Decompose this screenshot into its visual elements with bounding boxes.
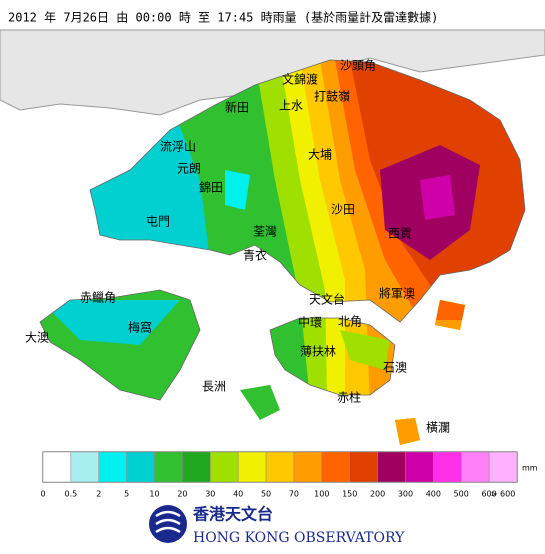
- legend-swatch: [405, 451, 434, 483]
- place-label: 沙田: [331, 203, 355, 217]
- place-label: 青衣: [243, 248, 267, 263]
- place-label: 中環: [298, 315, 322, 330]
- legend-label: 400: [426, 490, 441, 499]
- logo-chinese: 香港天文台: [192, 505, 273, 524]
- legend-label: 10: [149, 490, 159, 499]
- legend-label: 0.5: [65, 490, 78, 499]
- legend-swatch: [265, 451, 295, 483]
- place-label: 沙頭角: [340, 59, 376, 73]
- legend-label: 5: [124, 490, 129, 499]
- place-label: 流浮山: [160, 140, 196, 154]
- legend-label: 150: [342, 490, 357, 499]
- place-label: 上水: [279, 99, 303, 113]
- place-label: 將軍澳: [379, 286, 415, 301]
- legend-swatch: [98, 451, 127, 483]
- place-label: 赤鱲角: [80, 291, 116, 305]
- legend-unit: mm: [522, 464, 538, 473]
- legend-label: 70: [289, 490, 299, 499]
- legend-swatch: [210, 451, 239, 483]
- legend-swatch: [237, 451, 267, 483]
- legend-swatch: [293, 451, 323, 483]
- place-label: 梅窩: [128, 320, 152, 335]
- legend-swatch: [321, 451, 350, 483]
- place-label: 長洲: [202, 380, 226, 394]
- logo-english: HONG KONG OBSERVATORY: [193, 530, 405, 546]
- coastline: [39, 59, 526, 401]
- legend-swatch: [42, 451, 72, 483]
- legend-label: 600: [481, 490, 496, 499]
- legend-swatch: [377, 451, 406, 483]
- place-label: 打鼓嶺: [314, 90, 350, 104]
- map-title: 2012 年 7月26日 由 00:00 時 至 17:45 時雨量 (基於雨量…: [8, 10, 438, 25]
- legend-label: 40: [233, 490, 243, 499]
- legend-label: > 600: [491, 490, 516, 499]
- legend-label: 100: [314, 490, 329, 499]
- legend-label: 300: [398, 490, 413, 499]
- place-label: 天文台: [309, 292, 345, 307]
- legend-label: 20: [177, 490, 187, 499]
- place-label: 大埔: [308, 148, 332, 162]
- legend-label: 2: [96, 490, 101, 499]
- legend-label: 200: [370, 490, 385, 499]
- place-label: 文錦渡: [282, 72, 318, 87]
- place-label: 錦田: [199, 180, 223, 195]
- legend-swatch: [70, 451, 100, 483]
- place-label: 赤柱: [337, 390, 361, 405]
- legend-label: 500: [454, 490, 469, 499]
- legend-swatch: [349, 451, 378, 483]
- place-label: 北角: [338, 315, 362, 329]
- legend-swatch: [182, 451, 211, 483]
- place-label: 元朗: [177, 162, 201, 176]
- legend-label: 30: [205, 490, 215, 499]
- legend-swatch: [433, 451, 462, 483]
- place-label: 橫瀾: [426, 421, 450, 435]
- place-label: 石澳: [383, 361, 407, 375]
- legend-label: 50: [261, 490, 271, 499]
- legend-label: 0: [40, 490, 45, 499]
- legend-swatch: [154, 451, 183, 483]
- place-label: 西貢: [388, 227, 412, 241]
- place-label: 新田: [225, 100, 249, 115]
- logo: 香港天文台 HONG KONG OBSERVATORY: [149, 505, 405, 546]
- place-label: 大澳: [25, 331, 49, 345]
- legend-swatch: [460, 451, 490, 483]
- place-label: 屯門: [146, 215, 170, 229]
- legend-swatch: [488, 451, 518, 483]
- place-label: 荃灣: [253, 225, 277, 239]
- place-label: 薄扶林: [300, 344, 336, 359]
- legend-swatch: [126, 451, 155, 483]
